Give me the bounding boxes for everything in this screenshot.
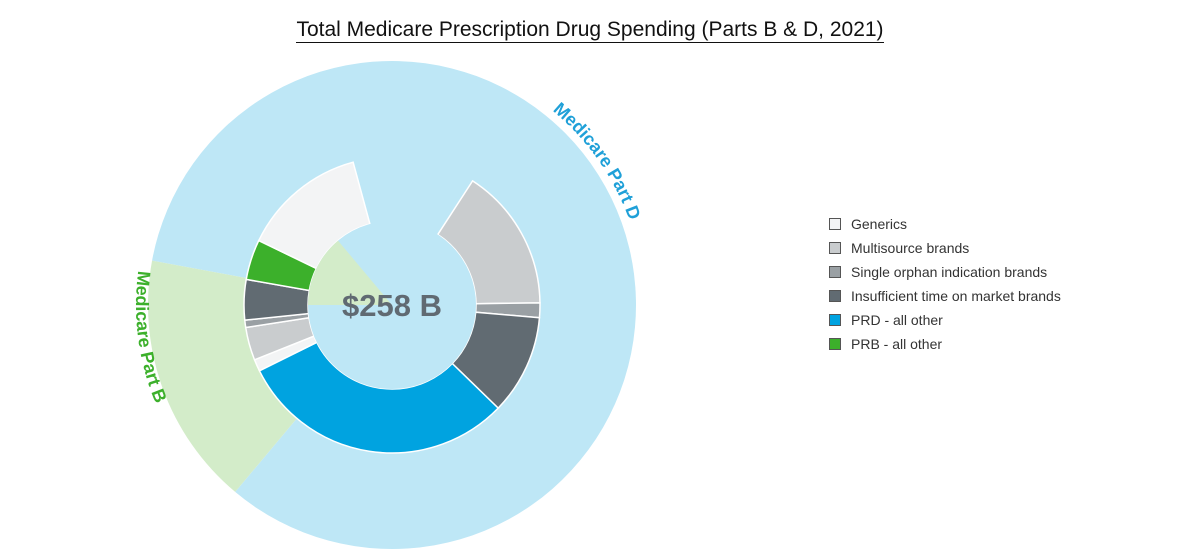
legend-swatch xyxy=(829,338,841,350)
chart-title: Total Medicare Prescription Drug Spendin… xyxy=(0,18,1180,43)
legend-label: Single orphan indication brands xyxy=(851,264,1048,280)
legend-item-prd-all-other: PRD - all other xyxy=(829,308,1061,332)
legend-swatch xyxy=(829,242,841,254)
legend-item-insufficient-time-on-market-brands: Insufficient time on market brands xyxy=(829,284,1061,308)
legend-item-multisource-brands: Multisource brands xyxy=(829,236,1061,260)
legend-label: Multisource brands xyxy=(851,240,970,256)
legend-swatch xyxy=(829,290,841,302)
legend-item-prb-all-other: PRB - all other xyxy=(829,332,1061,356)
legend-swatch xyxy=(829,218,841,230)
legend-label: PRD - all other xyxy=(851,312,943,328)
legend: Generics Multisource brands Single orphan … xyxy=(829,212,1061,356)
legend-item-generics: Generics xyxy=(829,212,1061,236)
legend-item-single-orphan-indication-brands: Single orphan indication brands xyxy=(829,260,1061,284)
legend-label: Generics xyxy=(851,216,908,232)
legend-label: PRB - all other xyxy=(851,336,943,352)
inner-ring xyxy=(243,161,541,454)
legend-swatch xyxy=(829,266,841,278)
total-spending-label: $258 B xyxy=(342,288,442,323)
legend-label: Insufficient time on market brands xyxy=(851,288,1061,304)
donut-hole-part-b-wedge xyxy=(308,240,392,305)
legend-swatch xyxy=(829,314,841,326)
chart-title-text: Total Medicare Prescription Drug Spendin… xyxy=(296,18,884,43)
